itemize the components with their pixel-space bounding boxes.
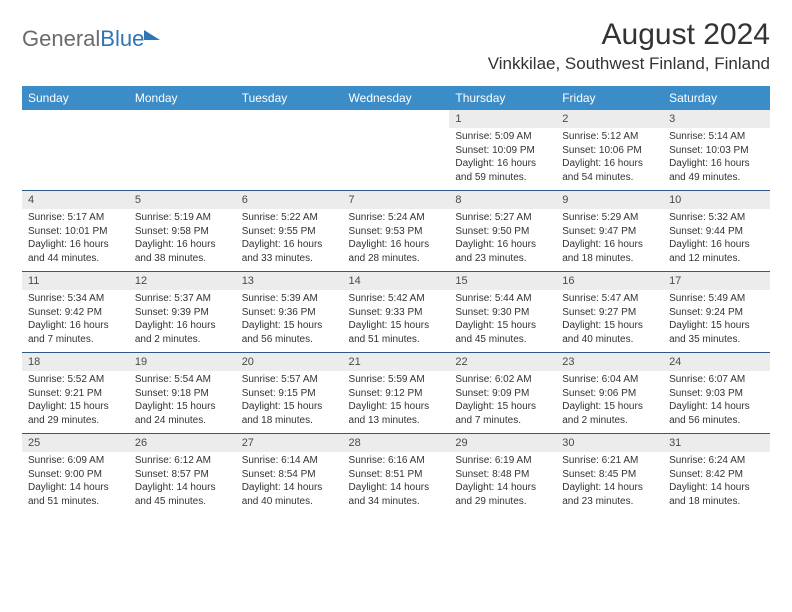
day-header-tue: Tuesday bbox=[236, 86, 343, 110]
day-content-cell: Sunrise: 5:49 AMSunset: 9:24 PMDaylight:… bbox=[663, 290, 770, 353]
triangle-icon bbox=[144, 30, 160, 40]
calendar-table: Sunday Monday Tuesday Wednesday Thursday… bbox=[22, 86, 770, 514]
day-number-cell: 10 bbox=[663, 191, 770, 210]
day-number-cell: 22 bbox=[449, 353, 556, 372]
day-content-cell: Sunrise: 6:09 AMSunset: 9:00 PMDaylight:… bbox=[22, 452, 129, 514]
day-content-cell bbox=[343, 128, 450, 191]
day-content-cell: Sunrise: 5:17 AMSunset: 10:01 PMDaylight… bbox=[22, 209, 129, 272]
day-content-cell: Sunrise: 5:12 AMSunset: 10:06 PMDaylight… bbox=[556, 128, 663, 191]
day-content-cell: Sunrise: 6:14 AMSunset: 8:54 PMDaylight:… bbox=[236, 452, 343, 514]
day-number-cell: 28 bbox=[343, 434, 450, 453]
day-content-cell: Sunrise: 5:27 AMSunset: 9:50 PMDaylight:… bbox=[449, 209, 556, 272]
date-row: 11121314151617 bbox=[22, 272, 770, 291]
day-content-cell: Sunrise: 5:32 AMSunset: 9:44 PMDaylight:… bbox=[663, 209, 770, 272]
day-content-cell: Sunrise: 5:47 AMSunset: 9:27 PMDaylight:… bbox=[556, 290, 663, 353]
day-header-sat: Saturday bbox=[663, 86, 770, 110]
day-header-sun: Sunday bbox=[22, 86, 129, 110]
day-number-cell bbox=[236, 110, 343, 128]
day-number-cell: 3 bbox=[663, 110, 770, 128]
day-content-cell: Sunrise: 5:22 AMSunset: 9:55 PMDaylight:… bbox=[236, 209, 343, 272]
content-row: Sunrise: 5:09 AMSunset: 10:09 PMDaylight… bbox=[22, 128, 770, 191]
day-number-cell: 29 bbox=[449, 434, 556, 453]
day-number-cell: 26 bbox=[129, 434, 236, 453]
day-header-row: Sunday Monday Tuesday Wednesday Thursday… bbox=[22, 86, 770, 110]
day-content-cell: Sunrise: 6:24 AMSunset: 8:42 PMDaylight:… bbox=[663, 452, 770, 514]
location-subtitle: Vinkkilae, Southwest Finland, Finland bbox=[488, 54, 770, 74]
day-content-cell: Sunrise: 5:34 AMSunset: 9:42 PMDaylight:… bbox=[22, 290, 129, 353]
day-number-cell: 27 bbox=[236, 434, 343, 453]
day-content-cell: Sunrise: 6:21 AMSunset: 8:45 PMDaylight:… bbox=[556, 452, 663, 514]
day-content-cell: Sunrise: 5:57 AMSunset: 9:15 PMDaylight:… bbox=[236, 371, 343, 434]
day-content-cell: Sunrise: 6:12 AMSunset: 8:57 PMDaylight:… bbox=[129, 452, 236, 514]
content-row: Sunrise: 5:17 AMSunset: 10:01 PMDaylight… bbox=[22, 209, 770, 272]
day-content-cell: Sunrise: 5:44 AMSunset: 9:30 PMDaylight:… bbox=[449, 290, 556, 353]
date-row: 18192021222324 bbox=[22, 353, 770, 372]
day-header-wed: Wednesday bbox=[343, 86, 450, 110]
day-content-cell: Sunrise: 5:52 AMSunset: 9:21 PMDaylight:… bbox=[22, 371, 129, 434]
day-content-cell: Sunrise: 6:04 AMSunset: 9:06 PMDaylight:… bbox=[556, 371, 663, 434]
day-number-cell bbox=[129, 110, 236, 128]
day-header-fri: Friday bbox=[556, 86, 663, 110]
page-title: August 2024 bbox=[488, 18, 770, 52]
day-number-cell: 12 bbox=[129, 272, 236, 291]
day-number-cell bbox=[22, 110, 129, 128]
day-content-cell: Sunrise: 6:07 AMSunset: 9:03 PMDaylight:… bbox=[663, 371, 770, 434]
day-number-cell: 25 bbox=[22, 434, 129, 453]
day-number-cell: 19 bbox=[129, 353, 236, 372]
day-number-cell: 31 bbox=[663, 434, 770, 453]
title-block: August 2024 Vinkkilae, Southwest Finland… bbox=[488, 18, 770, 74]
day-number-cell: 21 bbox=[343, 353, 450, 372]
header: GeneralBlue August 2024 Vinkkilae, South… bbox=[22, 18, 770, 74]
day-number-cell: 7 bbox=[343, 191, 450, 210]
day-number-cell: 23 bbox=[556, 353, 663, 372]
date-row: 45678910 bbox=[22, 191, 770, 210]
day-number-cell: 2 bbox=[556, 110, 663, 128]
content-row: Sunrise: 5:52 AMSunset: 9:21 PMDaylight:… bbox=[22, 371, 770, 434]
day-number-cell: 20 bbox=[236, 353, 343, 372]
day-content-cell: Sunrise: 5:09 AMSunset: 10:09 PMDaylight… bbox=[449, 128, 556, 191]
day-number-cell: 30 bbox=[556, 434, 663, 453]
brand-word2: Blue bbox=[100, 26, 144, 51]
day-number-cell: 24 bbox=[663, 353, 770, 372]
day-number-cell: 11 bbox=[22, 272, 129, 291]
day-number-cell: 13 bbox=[236, 272, 343, 291]
day-content-cell: Sunrise: 6:02 AMSunset: 9:09 PMDaylight:… bbox=[449, 371, 556, 434]
day-number-cell: 4 bbox=[22, 191, 129, 210]
day-content-cell: Sunrise: 5:39 AMSunset: 9:36 PMDaylight:… bbox=[236, 290, 343, 353]
content-row: Sunrise: 6:09 AMSunset: 9:00 PMDaylight:… bbox=[22, 452, 770, 514]
day-content-cell: Sunrise: 6:16 AMSunset: 8:51 PMDaylight:… bbox=[343, 452, 450, 514]
day-number-cell: 8 bbox=[449, 191, 556, 210]
day-content-cell bbox=[129, 128, 236, 191]
day-content-cell bbox=[22, 128, 129, 191]
date-row: 123 bbox=[22, 110, 770, 128]
day-content-cell: Sunrise: 5:19 AMSunset: 9:58 PMDaylight:… bbox=[129, 209, 236, 272]
day-header-thu: Thursday bbox=[449, 86, 556, 110]
day-header-mon: Monday bbox=[129, 86, 236, 110]
brand-logo: GeneralBlue bbox=[22, 26, 160, 52]
day-number-cell: 18 bbox=[22, 353, 129, 372]
day-content-cell: Sunrise: 5:37 AMSunset: 9:39 PMDaylight:… bbox=[129, 290, 236, 353]
day-number-cell: 9 bbox=[556, 191, 663, 210]
day-number-cell: 14 bbox=[343, 272, 450, 291]
brand-word1: General bbox=[22, 26, 100, 51]
calendar-body: 123Sunrise: 5:09 AMSunset: 10:09 PMDayli… bbox=[22, 110, 770, 514]
day-number-cell: 6 bbox=[236, 191, 343, 210]
day-content-cell: Sunrise: 5:14 AMSunset: 10:03 PMDaylight… bbox=[663, 128, 770, 191]
day-number-cell: 5 bbox=[129, 191, 236, 210]
brand-text: GeneralBlue bbox=[22, 26, 144, 52]
day-content-cell: Sunrise: 6:19 AMSunset: 8:48 PMDaylight:… bbox=[449, 452, 556, 514]
day-content-cell: Sunrise: 5:42 AMSunset: 9:33 PMDaylight:… bbox=[343, 290, 450, 353]
content-row: Sunrise: 5:34 AMSunset: 9:42 PMDaylight:… bbox=[22, 290, 770, 353]
day-number-cell: 1 bbox=[449, 110, 556, 128]
day-content-cell: Sunrise: 5:54 AMSunset: 9:18 PMDaylight:… bbox=[129, 371, 236, 434]
day-content-cell bbox=[236, 128, 343, 191]
day-number-cell: 15 bbox=[449, 272, 556, 291]
day-number-cell: 16 bbox=[556, 272, 663, 291]
day-content-cell: Sunrise: 5:59 AMSunset: 9:12 PMDaylight:… bbox=[343, 371, 450, 434]
day-number-cell bbox=[343, 110, 450, 128]
day-number-cell: 17 bbox=[663, 272, 770, 291]
date-row: 25262728293031 bbox=[22, 434, 770, 453]
day-content-cell: Sunrise: 5:24 AMSunset: 9:53 PMDaylight:… bbox=[343, 209, 450, 272]
day-content-cell: Sunrise: 5:29 AMSunset: 9:47 PMDaylight:… bbox=[556, 209, 663, 272]
